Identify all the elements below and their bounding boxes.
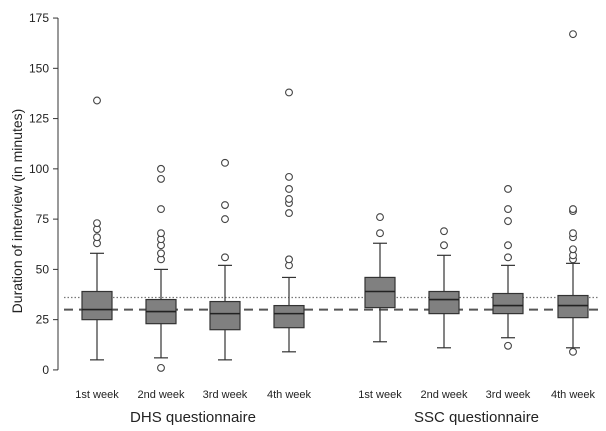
outlier-point (157, 174, 165, 183)
outlier-point (504, 217, 512, 226)
outlier-point (440, 241, 448, 250)
outlier-point (157, 229, 165, 238)
y-tick-label: 150 (29, 61, 49, 75)
group-label: DHS questionnaire (130, 409, 256, 426)
outlier-point (285, 185, 293, 193)
outlier-point (285, 172, 293, 181)
outlier-point (93, 219, 101, 228)
outlier-point (221, 158, 229, 167)
y-tick-label: 100 (29, 162, 49, 176)
y-tick-label: 125 (29, 112, 49, 126)
box-4 (273, 88, 305, 353)
box-plot-series (81, 30, 589, 372)
outlier-point (93, 233, 101, 242)
box-1 (81, 96, 113, 361)
outlier-point (157, 205, 165, 214)
box-7 (492, 185, 524, 350)
x-tick-label: 3rd week (486, 389, 531, 401)
outlier-point (504, 205, 512, 214)
x-axis-labels: 1st week 2nd week 3rd week 4th week 1st week… (75, 389, 595, 401)
outlier-point (285, 195, 293, 203)
outlier-point (285, 209, 293, 218)
outlier-point (569, 347, 577, 356)
outlier-point (376, 213, 384, 222)
outlier-point (440, 227, 448, 236)
outlier-point (569, 245, 577, 254)
box-6 (428, 227, 460, 349)
outlier-point (569, 30, 577, 39)
outlier-point (285, 88, 293, 97)
group-labels: DHS questionnaire SSC questionnaire (130, 409, 539, 426)
box-body (364, 276, 396, 309)
box-2 (145, 164, 177, 372)
box-3 (209, 158, 241, 361)
group-label: SSC questionnaire (414, 409, 539, 426)
outlier-point (569, 229, 577, 238)
box-body (273, 304, 305, 329)
y-tick-label: 75 (36, 212, 50, 226)
x-tick-label: 1st week (358, 389, 402, 401)
x-tick-label: 2nd week (137, 389, 185, 401)
x-tick-label: 4th week (551, 389, 596, 401)
y-axis: 0 25 50 75 100 125 150 175 (29, 11, 59, 377)
x-tick-label: 1st week (75, 389, 119, 401)
x-tick-label: 4th week (267, 389, 312, 401)
box-body (428, 290, 460, 315)
box-body (81, 290, 113, 321)
x-tick-label: 3rd week (203, 389, 248, 401)
box-8 (557, 30, 589, 356)
outlier-point (157, 164, 165, 173)
y-tick-label: 175 (29, 11, 49, 25)
outlier-point (376, 229, 384, 238)
box-5 (364, 213, 396, 343)
outlier-point (93, 96, 101, 105)
box-body (557, 294, 589, 319)
outlier-point (221, 215, 229, 224)
outlier-point (157, 363, 165, 372)
outlier-point (504, 253, 512, 262)
outlier-point (504, 185, 512, 193)
x-tick-label: 2nd week (420, 389, 468, 401)
y-axis-title: Duration of interview (in minutes) (9, 109, 25, 314)
y-tick-label: 25 (36, 313, 50, 327)
outlier-point (504, 241, 512, 250)
outlier-point (504, 341, 512, 350)
y-tick-label: 50 (36, 262, 50, 276)
y-tick-label: 0 (42, 363, 49, 377)
box-body (492, 292, 524, 315)
outlier-point (569, 205, 577, 214)
outlier-point (221, 201, 229, 209)
outlier-point (157, 249, 165, 258)
box-body (209, 300, 241, 331)
outlier-point (285, 255, 293, 264)
outlier-point (221, 253, 229, 262)
